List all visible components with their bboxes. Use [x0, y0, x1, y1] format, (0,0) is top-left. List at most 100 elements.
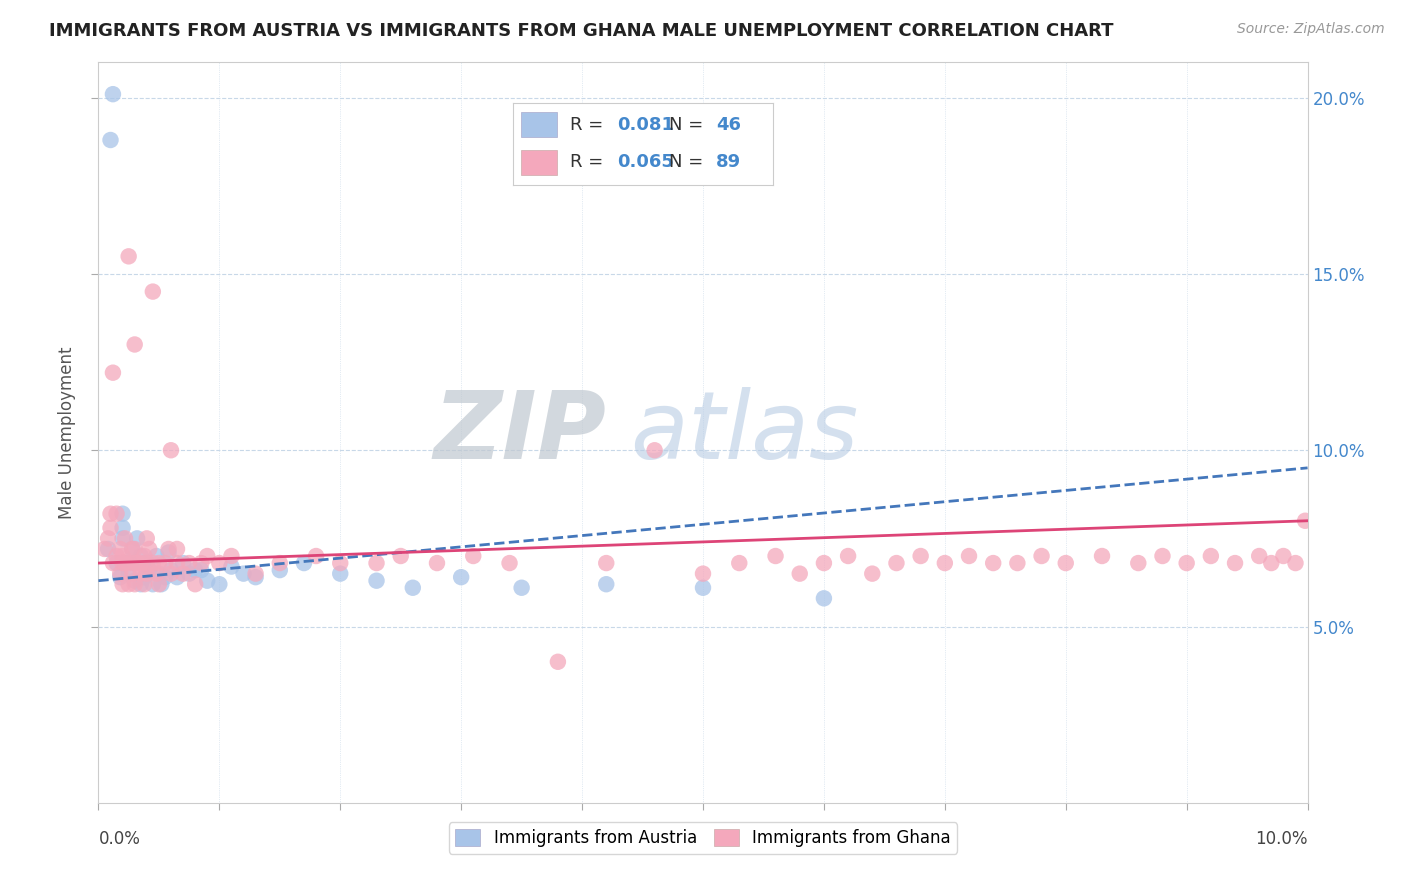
Point — [114, 556, 136, 570]
Point — [195, 549, 218, 563]
Point — [101, 556, 124, 570]
Point — [208, 577, 231, 591]
Point — [105, 556, 128, 570]
Point — [450, 570, 472, 584]
Point — [644, 443, 666, 458]
Point — [108, 566, 131, 581]
Point — [547, 655, 569, 669]
Point — [97, 541, 120, 556]
Point — [329, 566, 352, 581]
Text: R =: R = — [571, 116, 609, 134]
Point — [111, 507, 134, 521]
Text: 89: 89 — [716, 153, 741, 171]
Point — [153, 556, 176, 570]
Point — [221, 549, 243, 563]
Text: 0.081: 0.081 — [617, 116, 675, 134]
Point — [934, 556, 956, 570]
Point — [1223, 556, 1246, 570]
Point — [366, 556, 388, 570]
Bar — [522, 112, 557, 137]
Point — [157, 545, 180, 559]
Point — [124, 574, 146, 588]
Point — [157, 541, 180, 556]
Point — [329, 556, 352, 570]
Point — [127, 532, 149, 546]
Point — [100, 133, 122, 147]
Point — [1091, 549, 1114, 563]
Point — [498, 556, 520, 570]
Point — [105, 549, 128, 563]
Point — [292, 556, 315, 570]
Text: 0.065: 0.065 — [617, 153, 673, 171]
Point — [111, 577, 134, 591]
Point — [426, 556, 449, 570]
Point — [179, 556, 201, 570]
Point — [728, 556, 751, 570]
Point — [1152, 549, 1174, 563]
Text: IMMIGRANTS FROM AUSTRIA VS IMMIGRANTS FROM GHANA MALE UNEMPLOYMENT CORRELATION C: IMMIGRANTS FROM AUSTRIA VS IMMIGRANTS FR… — [49, 22, 1114, 40]
Point — [135, 532, 157, 546]
Point — [138, 563, 160, 577]
Point — [910, 549, 932, 563]
Point — [1175, 556, 1198, 570]
Point — [111, 549, 134, 563]
Point — [150, 577, 173, 591]
Point — [1031, 549, 1053, 563]
Point — [1054, 556, 1077, 570]
Point — [127, 556, 149, 570]
Point — [269, 556, 291, 570]
Point — [957, 549, 980, 563]
Point — [160, 443, 183, 458]
Point — [124, 556, 146, 570]
Point — [114, 556, 136, 570]
Point — [153, 570, 176, 584]
Point — [124, 541, 146, 556]
Point — [148, 566, 170, 581]
Point — [145, 549, 167, 563]
Point — [692, 581, 714, 595]
Text: 46: 46 — [716, 116, 741, 134]
Point — [1007, 556, 1029, 570]
Point — [134, 549, 156, 563]
Point — [160, 563, 183, 577]
Legend: Immigrants from Austria, Immigrants from Ghana: Immigrants from Austria, Immigrants from… — [449, 822, 957, 854]
Point — [595, 556, 617, 570]
Point — [111, 532, 134, 546]
Point — [114, 532, 136, 546]
Text: N =: N = — [669, 153, 709, 171]
Point — [195, 574, 218, 588]
Point — [105, 507, 128, 521]
Point — [221, 559, 243, 574]
Point — [129, 577, 152, 591]
Point — [1294, 514, 1316, 528]
Point — [184, 563, 207, 577]
Point — [172, 556, 194, 570]
Point — [463, 549, 485, 563]
Point — [135, 556, 157, 570]
Point — [118, 566, 141, 581]
Point — [142, 556, 165, 570]
Point — [190, 563, 212, 577]
Point — [108, 570, 131, 584]
Point — [135, 556, 157, 570]
Point — [1272, 549, 1295, 563]
Point — [129, 556, 152, 570]
Point — [118, 577, 141, 591]
Point — [111, 521, 134, 535]
Point — [135, 566, 157, 581]
Text: 10.0%: 10.0% — [1256, 830, 1308, 847]
Point — [510, 581, 533, 595]
Point — [145, 566, 167, 581]
Point — [166, 570, 188, 584]
Point — [886, 556, 908, 570]
Point — [124, 577, 146, 591]
Point — [692, 566, 714, 581]
Point — [129, 566, 152, 581]
Point — [402, 581, 425, 595]
Text: R =: R = — [571, 153, 609, 171]
Point — [208, 556, 231, 570]
Text: atlas: atlas — [630, 387, 859, 478]
Point — [179, 566, 201, 581]
Point — [232, 566, 254, 581]
Point — [129, 549, 152, 563]
